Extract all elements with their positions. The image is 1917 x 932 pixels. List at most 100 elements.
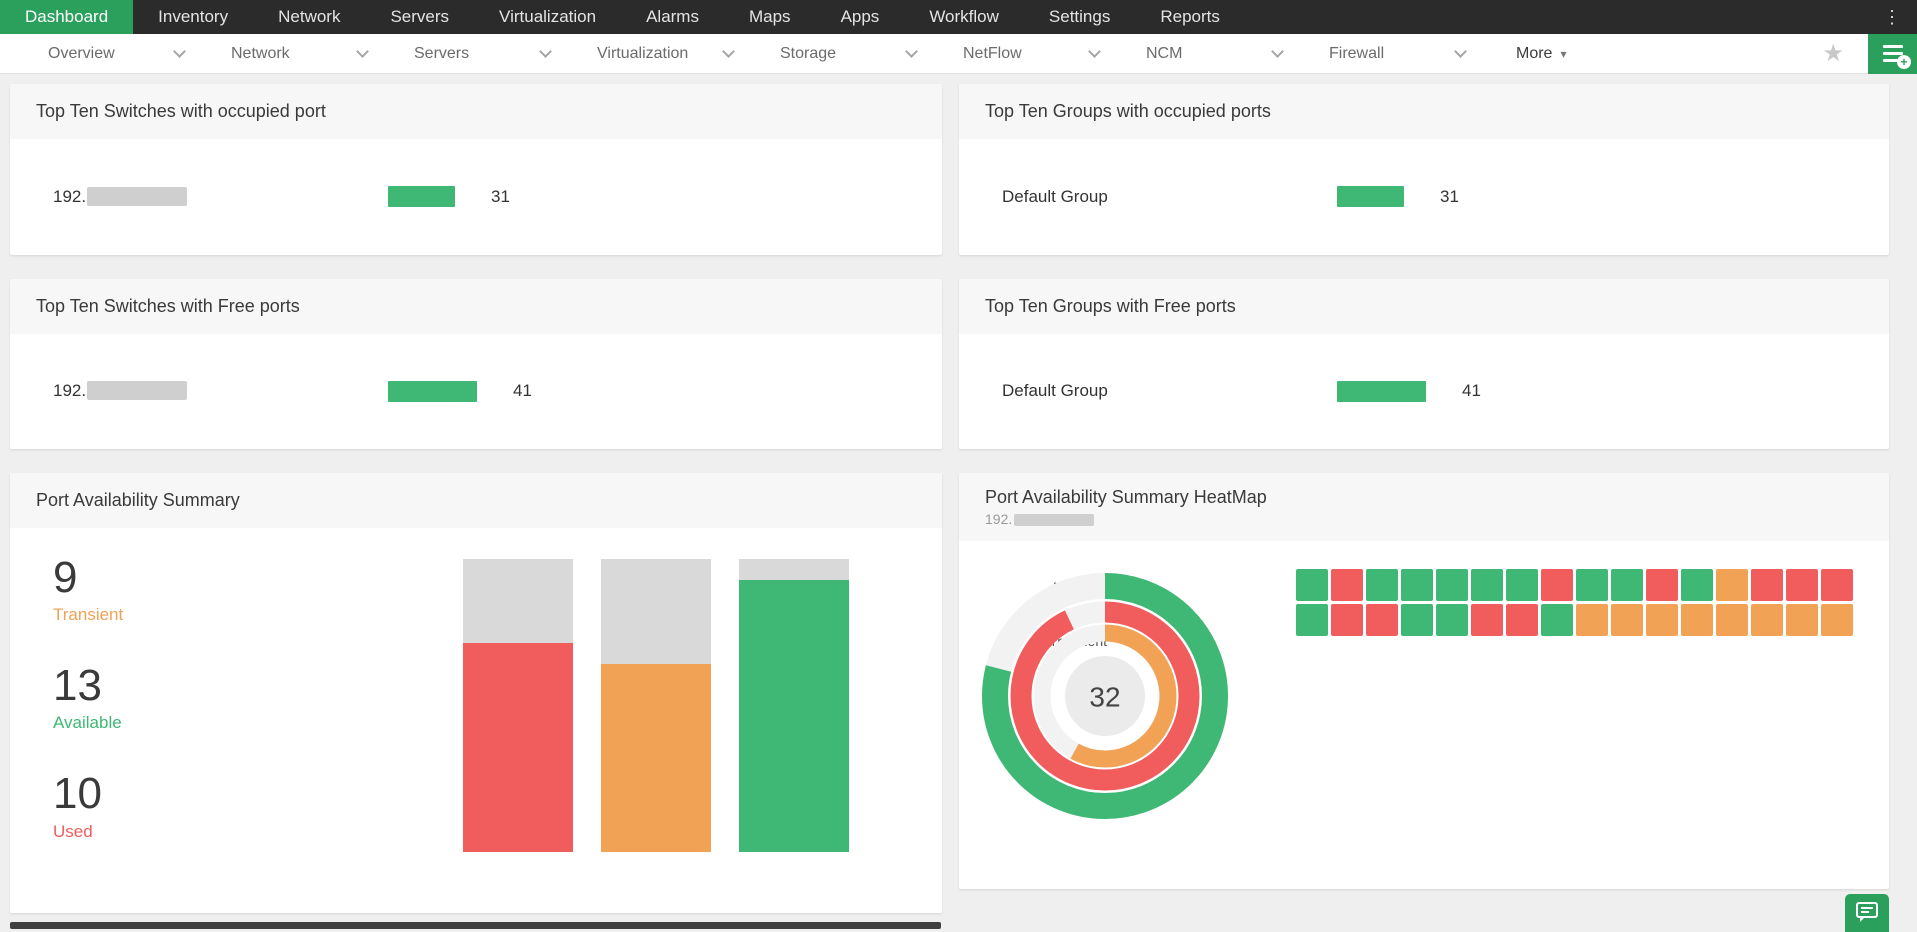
heatmap-cell[interactable] xyxy=(1506,569,1538,601)
chevron-down-icon[interactable] xyxy=(173,44,186,58)
widget-header: Port Availability Summary xyxy=(10,473,942,528)
stat-value: 9 xyxy=(53,553,78,602)
widget-header: Top Ten Groups with occupied ports xyxy=(959,84,1889,139)
donut-ring-used[interactable] xyxy=(1010,601,1200,791)
top-nav-item-maps[interactable]: Maps xyxy=(748,7,791,26)
heatmap-cell[interactable] xyxy=(1611,569,1643,601)
heatmap-cell[interactable] xyxy=(1331,604,1363,636)
widget-body: 192. 31 xyxy=(10,139,942,254)
dashboard-tab-ncm[interactable]: NCM xyxy=(1146,45,1296,63)
top-nav-item-virtualization[interactable]: Virtualization xyxy=(499,7,597,26)
donut-ring-transient[interactable] xyxy=(1033,624,1177,768)
rows-groups-free: Default Group 41 xyxy=(1002,380,1889,402)
heatmap-cell[interactable] xyxy=(1751,569,1783,601)
port-count-bar[interactable] xyxy=(1337,186,1404,207)
dashboard-tab-network[interactable]: Network xyxy=(231,45,381,63)
heatmap-cell[interactable] xyxy=(1786,604,1818,636)
sub-nav-tabs: Overview Network Servers Virtualization Stor… xyxy=(48,45,1512,63)
heatmap-cell[interactable] xyxy=(1436,604,1468,636)
stat-available: 13 Available xyxy=(53,662,310,733)
heatmap-cell[interactable] xyxy=(1506,604,1538,636)
port-count-value: 41 xyxy=(513,381,532,400)
heatmap-cell[interactable] xyxy=(1716,604,1748,636)
heatmap-cell[interactable] xyxy=(1751,604,1783,636)
heatmap-cell[interactable] xyxy=(1541,604,1573,636)
stat-transient: 9 Transient xyxy=(53,553,310,625)
heatmap-cell[interactable] xyxy=(1401,569,1433,601)
top-nav-item-servers[interactable]: Servers xyxy=(390,7,450,26)
heatmap-cell[interactable] xyxy=(1471,569,1503,601)
heatmap-cell[interactable] xyxy=(1681,604,1713,636)
heatmap-cell[interactable] xyxy=(1366,569,1398,601)
heatmap-cell[interactable] xyxy=(1436,569,1468,601)
caret-down-icon: ▾ xyxy=(1560,46,1567,61)
heatmap-cell[interactable] xyxy=(1576,569,1608,601)
redacted-text xyxy=(87,381,188,400)
heatmap-cell[interactable] xyxy=(1821,604,1853,636)
top-nav-item-settings[interactable]: Settings xyxy=(1048,7,1111,26)
heatmap-cell[interactable] xyxy=(1786,569,1818,601)
top-nav-item-reports[interactable]: Reports xyxy=(1160,7,1220,26)
top-nav-item-alarms[interactable]: Alarms xyxy=(646,7,699,26)
dashboard-tab-virtualization[interactable]: Virtualization xyxy=(597,45,747,63)
chevron-down-icon[interactable] xyxy=(905,44,918,58)
donut-ring-available[interactable] xyxy=(982,573,1228,819)
top-nav-item-workflow[interactable]: Workflow xyxy=(929,7,999,26)
port-count-bar[interactable] xyxy=(1337,380,1426,402)
top-nav-item-apps[interactable]: Apps xyxy=(840,7,880,26)
stacked-bar-available[interactable] xyxy=(739,559,849,852)
heatmap-cell[interactable] xyxy=(1611,604,1643,636)
stacked-bar-transient[interactable] xyxy=(601,559,711,852)
top-nav-item-inventory[interactable]: Inventory xyxy=(158,7,229,26)
donut-center-value: 32 xyxy=(1089,682,1120,713)
heatmap-cell[interactable] xyxy=(1646,569,1678,601)
heatmap-cell[interactable] xyxy=(1716,569,1748,601)
overflow-menu-icon[interactable]: ⋮ xyxy=(1883,7,1901,27)
heatmap-cell[interactable] xyxy=(1541,569,1573,601)
widget-body: 9 Transient 13 Available 10 Used xyxy=(10,528,942,912)
stacked-bar-used[interactable] xyxy=(463,559,573,852)
tab-more[interactable]: More ▾ xyxy=(1516,45,1566,63)
add-dashboard-button[interactable]: + xyxy=(1868,33,1917,74)
port-count-bar[interactable] xyxy=(388,380,477,402)
heatmap-cell[interactable] xyxy=(1331,569,1363,601)
port-count-value: 31 xyxy=(1440,186,1459,206)
chevron-down-icon[interactable] xyxy=(356,44,369,58)
chevron-down-icon[interactable] xyxy=(539,44,552,58)
heatmap-cell[interactable] xyxy=(1681,569,1713,601)
heatmap-cell[interactable] xyxy=(1366,604,1398,636)
port-count-bar[interactable] xyxy=(388,186,455,207)
heatmap-cell[interactable] xyxy=(1401,604,1433,636)
top-nav-item-dashboard[interactable]: Dashboard xyxy=(0,0,134,34)
chevron-down-icon[interactable] xyxy=(722,44,735,58)
tab-label: Virtualization xyxy=(597,44,689,62)
widget-title: Top Ten Switches with Free ports xyxy=(36,296,300,316)
chevron-down-icon[interactable] xyxy=(1454,44,1467,58)
heatmap-cell[interactable] xyxy=(1296,569,1328,601)
chevron-down-icon[interactable] xyxy=(1271,44,1284,58)
heatmap-cell[interactable] xyxy=(1821,569,1853,601)
bar-remainder-segment xyxy=(739,559,849,580)
horizontal-scrollbar-thumb[interactable] xyxy=(10,922,941,929)
top-nav-item-network[interactable]: Network xyxy=(278,7,341,26)
redacted-text xyxy=(87,186,188,206)
heatmap-cell[interactable] xyxy=(1576,604,1608,636)
dashboard-tab-servers[interactable]: Servers xyxy=(414,45,564,63)
dashboard-tab-firewall[interactable]: Firewall xyxy=(1329,45,1479,63)
chat-support-button[interactable] xyxy=(1845,894,1889,932)
heatmap-cell[interactable] xyxy=(1646,604,1678,636)
dashboard-tab-netflow[interactable]: NetFlow xyxy=(963,45,1113,63)
row-label: Default Group xyxy=(1002,187,1337,207)
heatmap-cell[interactable] xyxy=(1296,604,1328,636)
favorite-star-icon[interactable]: ★ xyxy=(1822,40,1844,67)
dashboard-tab-storage[interactable]: Storage xyxy=(780,45,930,63)
chevron-down-icon[interactable] xyxy=(1088,44,1101,58)
heatmap-cell[interactable] xyxy=(1471,604,1503,636)
dashboard-content: Top Ten Switches with occupied port 192.… xyxy=(10,84,1917,913)
donut-center-disc xyxy=(1065,656,1145,736)
port-count-value: 31 xyxy=(491,186,510,206)
dashboard-tabs-bar: Overview Network Servers Virtualization Stor… xyxy=(0,33,1917,74)
rows-groups-occupied: Default Group 31 xyxy=(1002,186,1889,207)
widget-title: Port Availability Summary xyxy=(36,490,240,510)
dashboard-tab-overview[interactable]: Overview xyxy=(48,45,198,63)
